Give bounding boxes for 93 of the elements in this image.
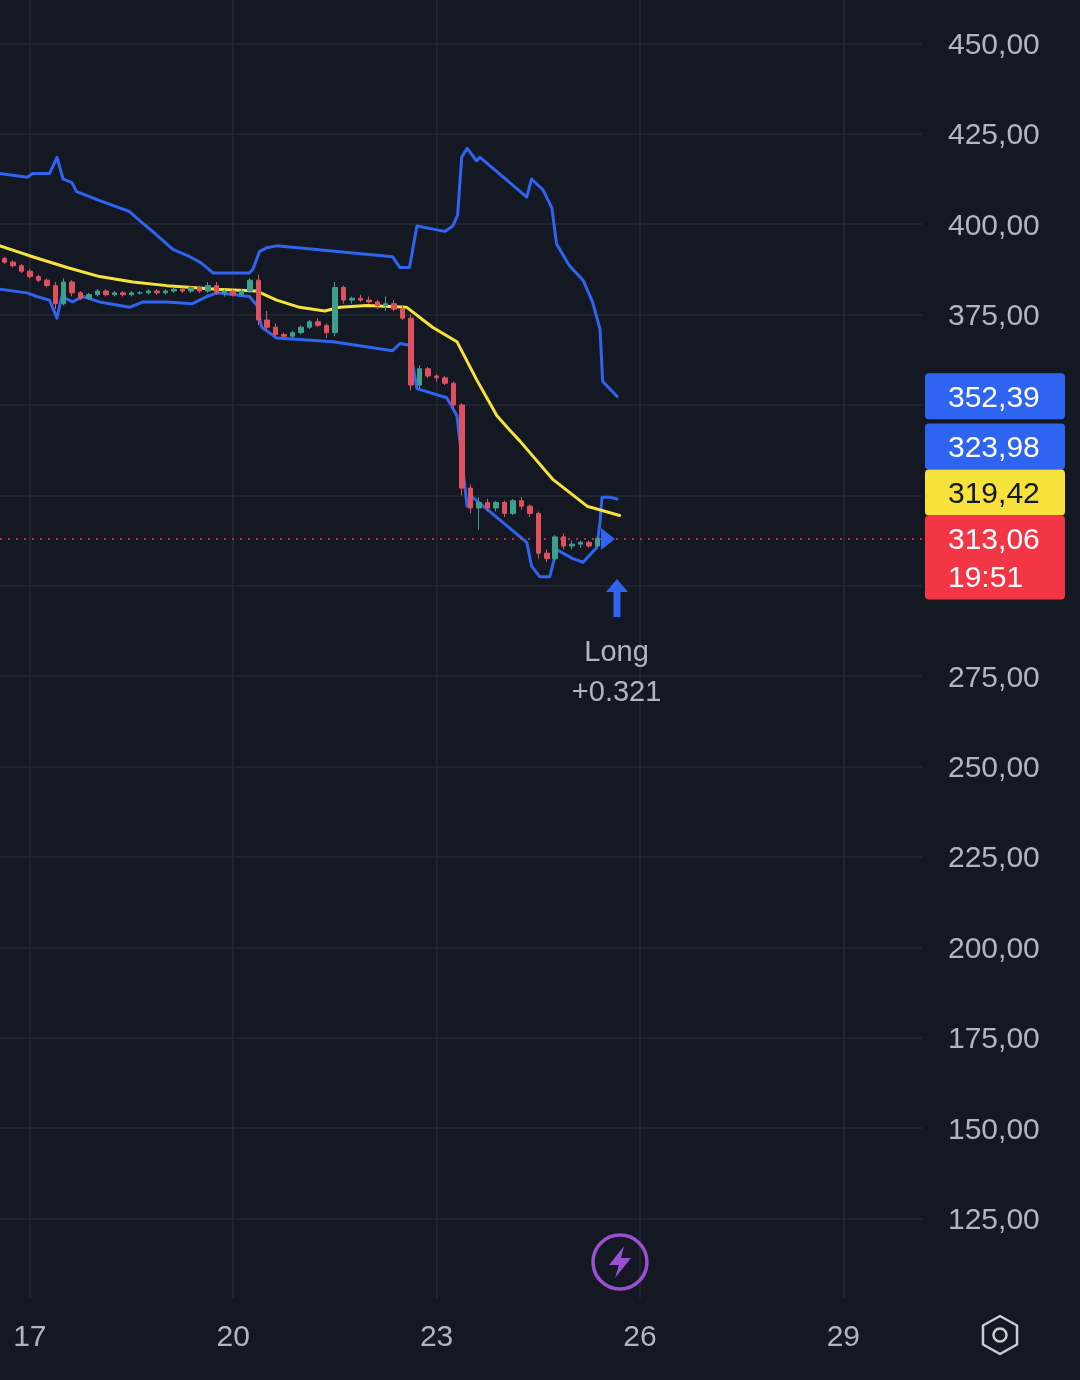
- candlestick: [595, 536, 600, 549]
- candlestick: [375, 299, 380, 310]
- candlestick: [264, 310, 270, 332]
- candlestick: [510, 498, 516, 516]
- candlestick: [78, 290, 83, 301]
- candlestick: [307, 319, 312, 330]
- text: 352,39: [948, 379, 1040, 413]
- candlestick: [154, 288, 160, 296]
- candlestick: [129, 290, 134, 297]
- candlestick: [349, 295, 355, 305]
- y-tick-label: 150,00: [948, 1111, 1040, 1145]
- candlestick: [391, 299, 397, 312]
- candlestick: [188, 285, 194, 294]
- x-tick-label: 20: [216, 1318, 250, 1352]
- candlestick: [485, 498, 490, 513]
- line-series: [0, 146, 619, 398]
- candlestick: [10, 259, 16, 269]
- candlestick: [527, 503, 533, 518]
- candlestick: [163, 288, 168, 296]
- candlestick: [120, 290, 126, 297]
- y-tick-label: 275,00: [948, 659, 1040, 693]
- candlestick: [298, 324, 304, 335]
- candlestick: [552, 534, 558, 561]
- candlestick: [281, 332, 287, 339]
- candlestick: [230, 288, 236, 297]
- candlestick: [459, 402, 465, 496]
- candlestick: [27, 268, 33, 279]
- candlestick: [273, 323, 278, 337]
- line-series: [0, 244, 622, 518]
- candlestick: [561, 532, 566, 551]
- y-tick-label: 400,00: [948, 207, 1040, 241]
- candlestick: [434, 373, 439, 382]
- candlestick: [256, 274, 261, 326]
- x-tick-label: 29: [826, 1318, 861, 1352]
- y-tick-label: 225,00: [948, 840, 1040, 874]
- candlestick: [468, 483, 473, 514]
- candlestick: [146, 288, 151, 296]
- y-tick-label: 450,00: [948, 26, 1040, 60]
- candlestick: [586, 540, 592, 549]
- candlestick: [61, 277, 66, 307]
- y-tick-label: 375,00: [948, 298, 1040, 332]
- candlestick: [214, 281, 219, 296]
- text: 319,42: [948, 476, 1040, 510]
- y-tick-label: 125,00: [948, 1201, 1040, 1235]
- y-tick-label: 175,00: [948, 1021, 1040, 1055]
- candlestick: [53, 281, 58, 310]
- candlestick: [86, 292, 92, 301]
- candlestick: [171, 286, 177, 294]
- candlestick: [383, 295, 388, 312]
- candlestick: [442, 375, 448, 386]
- candlestick: [197, 285, 202, 294]
- candlestick: [417, 364, 422, 390]
- y-tick-label: 425,00: [948, 117, 1040, 151]
- candlestick: [112, 290, 117, 297]
- candlestick: [239, 288, 244, 297]
- candlestick: [19, 263, 24, 274]
- y-tick-label: 250,00: [948, 750, 1040, 784]
- x-tick-label: 17: [13, 1318, 47, 1352]
- candlestick: [222, 288, 227, 297]
- y-tick-label: 200,00: [948, 930, 1040, 964]
- candlestick: [180, 286, 185, 294]
- candlestick: [341, 285, 346, 305]
- candlestick: [95, 288, 100, 297]
- candlestick: [569, 540, 575, 551]
- x-tick-label: 26: [623, 1318, 657, 1352]
- candlestick: [324, 323, 329, 339]
- candlestick: [36, 274, 41, 283]
- candlestick: [544, 549, 550, 563]
- candlestick: [493, 500, 499, 513]
- candlestick: [451, 380, 456, 410]
- x-tick-label: 23: [419, 1318, 454, 1352]
- ref-line-label: 313,06 19:51: [948, 522, 1040, 594]
- candlestick: [315, 317, 321, 328]
- candlestick: [69, 279, 75, 297]
- candlestick: [578, 540, 583, 549]
- candlestick: [408, 314, 414, 391]
- candlestick: [332, 281, 338, 337]
- candlestick: [519, 496, 524, 511]
- text: 323,98: [948, 430, 1040, 464]
- candlestick: [358, 294, 363, 303]
- candlestick: [400, 305, 405, 321]
- candlestick: [247, 277, 253, 294]
- candlestick: [502, 500, 507, 518]
- candlestick: [366, 295, 372, 305]
- candlestick: [476, 496, 482, 531]
- candlestick: [44, 277, 50, 288]
- candlestick: [205, 281, 211, 294]
- annotation: Long +0.321: [571, 634, 662, 707]
- candlestick: [425, 366, 431, 379]
- candlestick: [290, 330, 295, 339]
- candlestick: [103, 288, 109, 297]
- candlestick: [536, 511, 541, 560]
- candlestick: [2, 256, 7, 265]
